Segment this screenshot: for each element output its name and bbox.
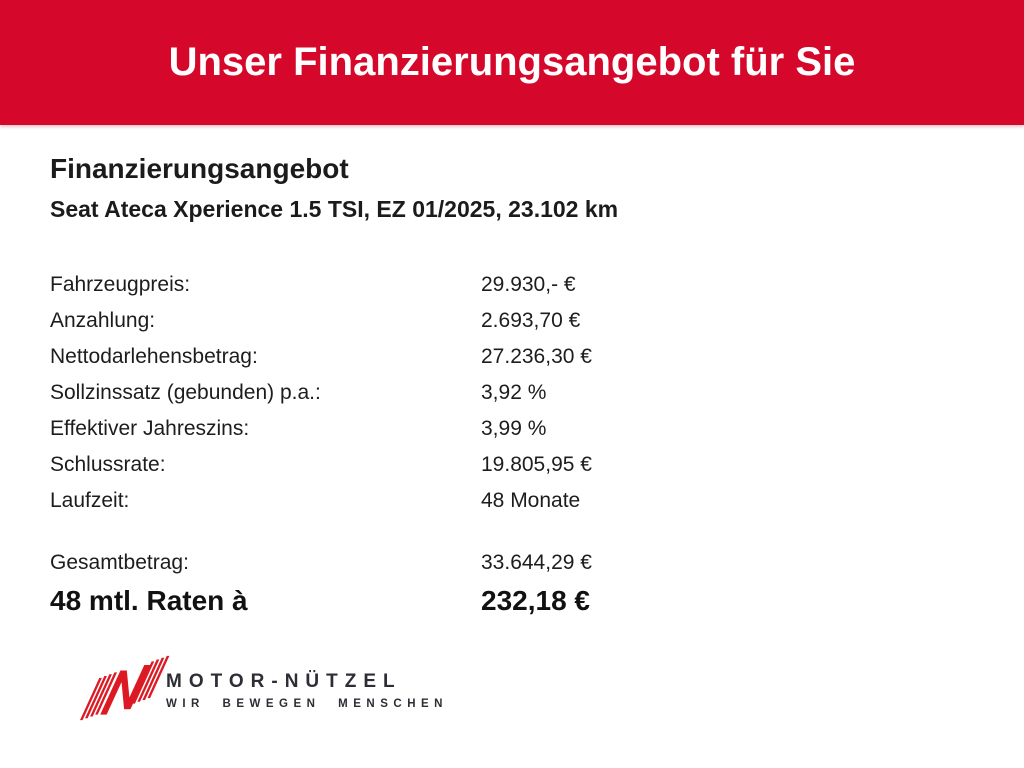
row-label: Anzahlung: (50, 309, 156, 332)
row-value: 29.930,- € (481, 273, 576, 296)
monthly-rate-row: 48 mtl. Raten à 232,18 € (50, 579, 810, 623)
row-value: 27.236,30 € (481, 345, 592, 368)
striped-n-icon (80, 655, 170, 721)
row-label: Sollzinssatz (gebunden) p.a.: (50, 381, 321, 404)
row-label: Effektiver Jahreszins: (50, 417, 250, 440)
table-row: Laufzeit: 48 Monate (50, 483, 810, 519)
rate-value: 232,18 € (481, 585, 590, 616)
total-amount-row: Gesamtbetrag: 33.644,29 € (50, 545, 810, 581)
row-value: 3,99 % (481, 417, 547, 440)
row-label: Laufzeit: (50, 489, 130, 512)
dealer-logo-wordmark: MOTOR-NÜTZEL WIR BEWEGEN MENSCHEN (166, 671, 448, 711)
dealer-tagline: WIR BEWEGEN MENSCHEN (166, 698, 448, 710)
row-value: 48 Monate (481, 489, 581, 512)
vehicle-description: Seat Ateca Xperience 1.5 TSI, EZ 01/2025… (50, 196, 619, 222)
row-label: Schlussrate: (50, 453, 166, 476)
row-value: 3,92 % (481, 381, 547, 404)
table-row: Fahrzeugpreis: 29.930,- € (50, 267, 810, 303)
banner-title: Unser Finanzierungsangebot für Sie (168, 40, 856, 84)
row-value: 19.805,95 € (481, 453, 592, 476)
total-label: Gesamtbetrag: (50, 551, 189, 574)
finance-details-table: Fahrzeugpreis: 29.930,- € Anzahlung: 2.6… (50, 267, 810, 519)
table-row: Sollzinssatz (gebunden) p.a.: 3,92 % (50, 375, 810, 411)
rate-label: 48 mtl. Raten à (50, 585, 248, 616)
offer-heading: Finanzierungsangebot (50, 153, 349, 184)
table-row: Nettodarlehensbetrag: 27.236,30 € (50, 339, 810, 375)
table-row: Anzahlung: 2.693,70 € (50, 303, 810, 339)
row-label: Fahrzeugpreis: (50, 273, 191, 296)
total-value: 33.644,29 € (481, 551, 592, 574)
row-value: 2.693,70 € (481, 309, 581, 332)
row-label: Nettodarlehensbetrag: (50, 345, 258, 368)
header-banner: Unser Finanzierungsangebot für Sie (0, 0, 1024, 125)
dealer-brand-name: MOTOR-NÜTZEL (166, 671, 402, 692)
table-row: Schlussrate: 19.805,95 € (50, 447, 810, 483)
table-row: Effektiver Jahreszins: 3,99 % (50, 411, 810, 447)
